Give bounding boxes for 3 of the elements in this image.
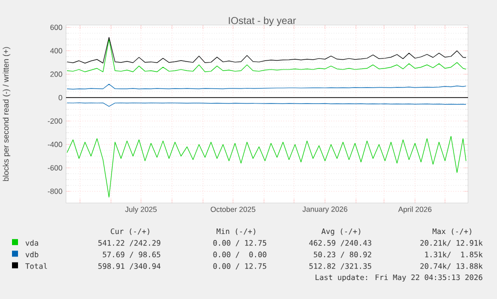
line-series [66,136,466,198]
chart-title: IOstat - by year [228,16,296,26]
line-series [66,37,466,64]
